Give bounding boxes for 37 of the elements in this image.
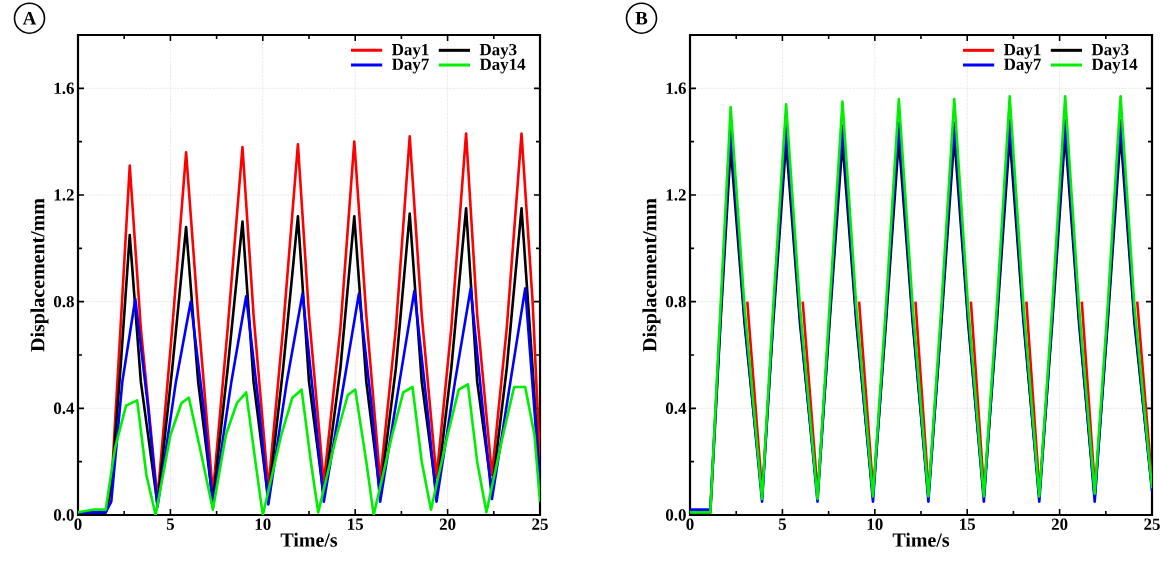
y-tick-label: 1.6	[54, 82, 74, 95]
x-tick-label: 5	[166, 518, 175, 530]
legend-label: Day14	[1091, 58, 1138, 74]
y-tick-label: 0.0	[665, 509, 686, 521]
chart-title: B	[635, 11, 648, 25]
y-tick-label: 0.4	[53, 402, 75, 415]
x-tick-label: 25	[532, 518, 548, 530]
x-tick-label: 20	[439, 518, 456, 530]
legend-label: Day7	[1003, 58, 1041, 74]
y-tick-label: 1.6	[666, 82, 686, 95]
x-tick-label: 5	[778, 518, 787, 530]
x-axis-title: Time/s	[280, 532, 338, 547]
x-tick-label: 10	[867, 518, 883, 530]
legend-label: Day14	[479, 58, 526, 74]
legend-label: Day1	[391, 43, 429, 59]
x-tick-label: 10	[255, 518, 271, 530]
legend-label: Day7	[391, 58, 429, 74]
legend-label: Day3	[1091, 43, 1129, 59]
y-tick-label: 1.2	[54, 189, 74, 201]
x-tick-label: 0	[686, 518, 694, 530]
x-tick-label: 0	[74, 518, 82, 530]
legend-label: Day1	[1003, 43, 1041, 59]
x-tick-label: 20	[1051, 518, 1068, 530]
y-tick-label: 0.0	[53, 509, 74, 521]
line-series	[78, 383, 540, 515]
chart-title: A	[22, 11, 37, 25]
y-tick-label: 0.8	[665, 295, 686, 308]
legend-label: Day3	[479, 43, 517, 59]
y-tick-label: 0.8	[53, 295, 74, 308]
x-tick-label: 15	[348, 518, 364, 530]
x-axis-title: Time/s	[892, 532, 950, 547]
x-tick-label: 25	[1144, 518, 1160, 530]
y-tick-label: 0.4	[665, 402, 687, 415]
y-axis-title: Displacement/mm	[642, 198, 661, 352]
x-tick-label: 15	[960, 518, 976, 530]
y-axis-title: Displacement/mm	[30, 198, 49, 352]
y-tick-label: 1.2	[666, 189, 686, 201]
